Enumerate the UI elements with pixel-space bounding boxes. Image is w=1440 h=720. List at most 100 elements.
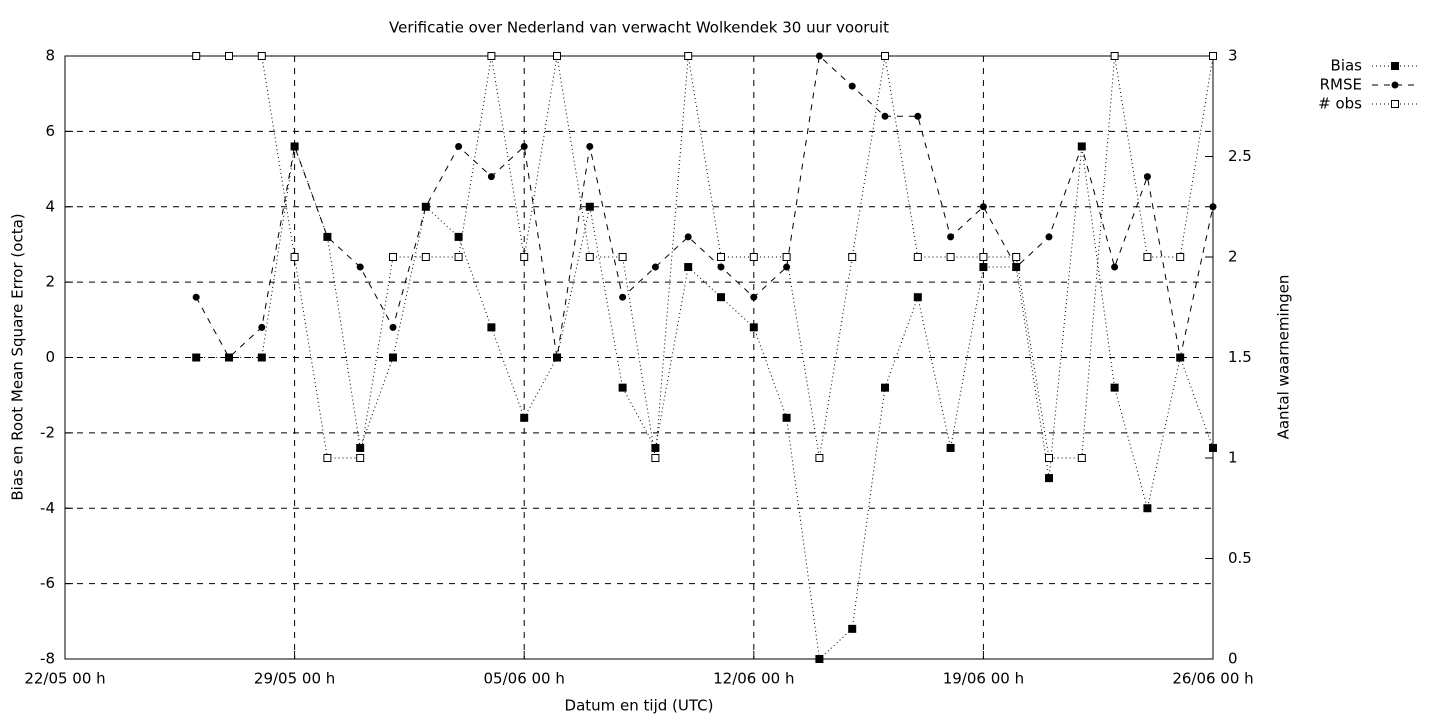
point <box>422 203 430 211</box>
point <box>619 293 627 301</box>
series-line <box>196 146 1214 661</box>
point <box>651 454 660 462</box>
point <box>914 112 922 120</box>
legend-marker <box>1391 62 1399 70</box>
point <box>618 383 627 392</box>
point <box>1110 383 1119 392</box>
point <box>1078 142 1086 150</box>
y2-tick-label: 3 <box>1228 47 1238 65</box>
point <box>1209 203 1217 211</box>
point <box>848 82 856 90</box>
point <box>356 263 364 271</box>
x-tick-label: 12/06 00 h <box>713 670 794 688</box>
point <box>717 253 725 261</box>
point <box>1111 263 1119 271</box>
point <box>586 142 594 150</box>
point <box>1110 52 1119 60</box>
point <box>520 413 529 422</box>
point <box>257 52 266 60</box>
point <box>1045 454 1053 462</box>
point <box>192 353 201 362</box>
y2-tick-label: 0.5 <box>1228 549 1252 567</box>
point <box>553 52 561 60</box>
series-line <box>195 54 1214 359</box>
point <box>225 52 233 60</box>
point <box>520 253 529 261</box>
point <box>258 323 266 331</box>
y-tick-label: 4 <box>45 197 55 215</box>
point <box>684 233 692 241</box>
point <box>192 293 200 301</box>
point <box>1143 504 1152 513</box>
point <box>454 253 463 261</box>
chart-title: Verificatie over Nederland van verwacht … <box>389 19 889 37</box>
point <box>782 253 791 261</box>
point <box>946 443 955 452</box>
y2-tick-label: 2.5 <box>1228 147 1252 165</box>
y2-axis-label: Aantal waarnemingen <box>1275 275 1293 440</box>
x-tick-label: 29/05 00 h <box>254 670 335 688</box>
point <box>291 142 299 150</box>
legend-marker <box>1391 100 1399 108</box>
x-tick-label: 26/06 00 h <box>1172 670 1253 688</box>
y-tick-label: 6 <box>45 122 55 140</box>
point <box>749 253 758 261</box>
point <box>684 52 693 60</box>
point <box>1045 474 1053 483</box>
y-tick-label: 2 <box>45 273 55 291</box>
point <box>749 323 758 332</box>
point <box>487 173 495 181</box>
point <box>1209 443 1217 452</box>
y-tick-label: 0 <box>45 348 55 366</box>
point <box>1176 354 1184 361</box>
point <box>290 253 299 261</box>
point <box>848 253 857 261</box>
point <box>1045 233 1053 241</box>
point <box>257 353 266 362</box>
point <box>487 52 496 60</box>
point <box>455 142 463 150</box>
point <box>1209 52 1217 60</box>
point <box>618 253 627 261</box>
point <box>947 233 955 241</box>
point <box>684 263 693 272</box>
point <box>815 52 823 60</box>
point <box>913 253 922 261</box>
point <box>356 454 365 462</box>
point <box>783 263 791 271</box>
point <box>520 142 528 150</box>
x-tick-label: 22/05 00 h <box>24 670 105 688</box>
y-tick-label: -4 <box>40 499 55 517</box>
point <box>1077 454 1086 462</box>
point <box>1176 253 1185 261</box>
y-tick-label: -2 <box>40 423 55 441</box>
legend-marker <box>1391 81 1399 89</box>
point <box>553 354 561 361</box>
point <box>389 353 397 362</box>
point <box>881 112 889 120</box>
point <box>717 293 725 302</box>
point <box>1012 253 1021 261</box>
point <box>389 323 397 331</box>
y-axis-label: Bias en Root Mean Square Error (octa) <box>9 213 27 500</box>
y2-tick-label: 0 <box>1228 650 1238 668</box>
x-axis-label: Datum en tijd (UTC) <box>565 697 714 715</box>
y-tick-label: -8 <box>40 650 55 668</box>
point <box>454 232 463 241</box>
point <box>815 655 824 663</box>
x-tick-label: 05/06 00 h <box>484 670 565 688</box>
point <box>389 253 397 261</box>
y-tick-label: -6 <box>40 574 55 592</box>
point <box>585 202 594 211</box>
point <box>979 253 988 261</box>
point <box>979 263 988 272</box>
point <box>979 203 987 211</box>
point <box>651 443 660 452</box>
point <box>323 233 331 241</box>
y-tick-label: 8 <box>45 47 55 65</box>
point <box>651 263 659 271</box>
y2-tick-label: 1 <box>1228 449 1238 467</box>
point <box>585 253 594 261</box>
point <box>815 454 824 462</box>
